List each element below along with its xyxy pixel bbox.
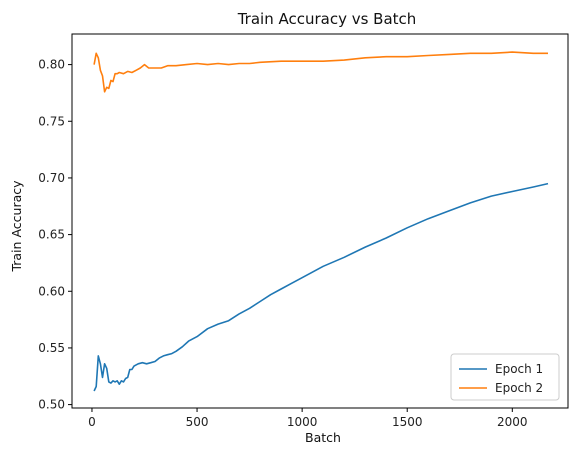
- y-tick-label: 0.80: [38, 58, 65, 72]
- plot-area: [71, 33, 569, 409]
- x-tick-label: 1000: [287, 415, 318, 429]
- x-tick-label: 2000: [497, 415, 528, 429]
- plot-frame: [71, 33, 569, 409]
- y-tick-label: 0.50: [38, 398, 65, 412]
- legend-label: Epoch 2: [495, 381, 543, 395]
- x-axis-ticks: 0 500 1000 1500 2000: [88, 408, 528, 429]
- x-axis-label: Batch: [305, 430, 341, 445]
- x-tick-label: 500: [186, 415, 209, 429]
- x-tick-label: 1500: [392, 415, 423, 429]
- y-tick-label: 0.60: [38, 284, 65, 298]
- legend-label: Epoch 1: [495, 362, 543, 376]
- series-line-epoch-2: [93, 51, 548, 93]
- legend: Epoch 1 Epoch 2: [450, 353, 560, 401]
- series-layer: [93, 51, 549, 392]
- y-tick-label: 0.55: [38, 341, 65, 355]
- y-tick-label: 0.70: [38, 171, 65, 185]
- x-tick-label: 0: [88, 415, 96, 429]
- y-axis-ticks: 0.50 0.55 0.60 0.65 0.70 0.75 0.80: [38, 58, 72, 412]
- y-axis-label: Train Accuracy: [9, 180, 24, 273]
- y-tick-label: 0.75: [38, 114, 65, 128]
- chart-title: Train Accuracy vs Batch: [237, 10, 417, 28]
- y-tick-label: 0.65: [38, 228, 65, 242]
- series-line-epoch-1: [93, 182, 549, 392]
